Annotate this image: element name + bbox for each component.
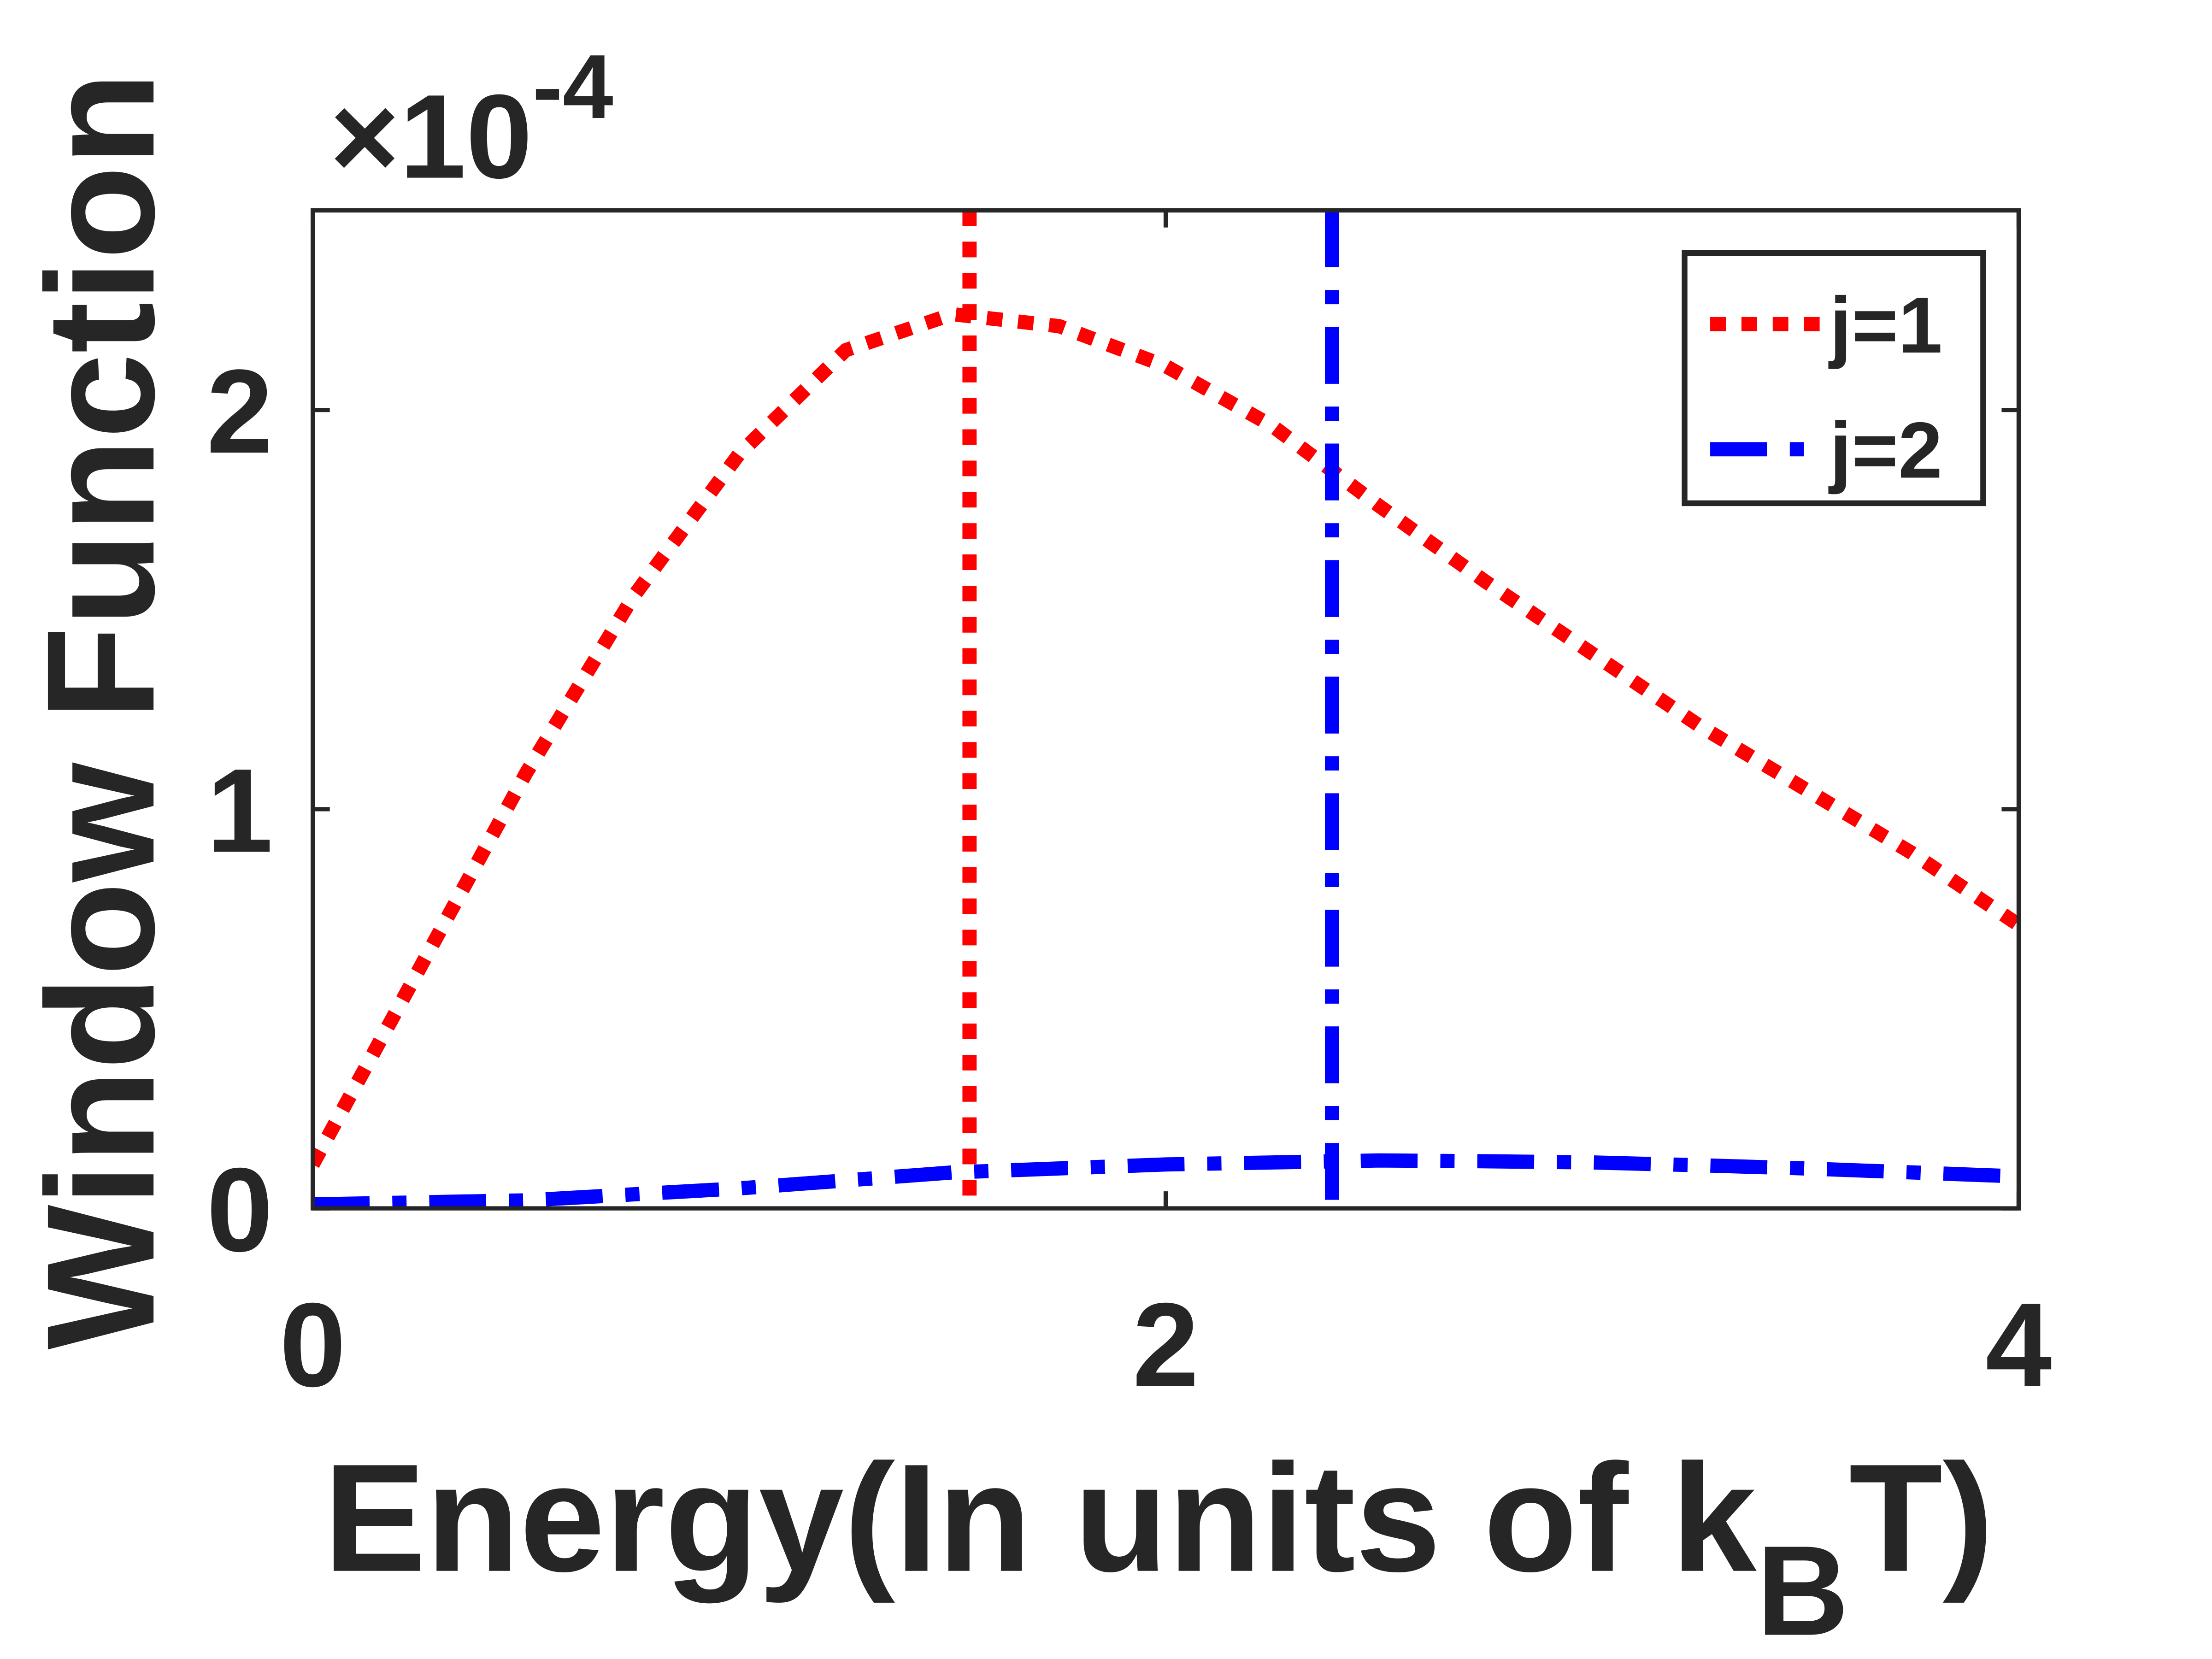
x-label-end: T) (1849, 1432, 1994, 1605)
legend-label: j=1 (1828, 281, 1942, 370)
x-tick-label: 2 (1133, 1278, 1199, 1412)
multiplier-exponent: -4 (532, 35, 613, 137)
y-tick-label: 2 (206, 344, 273, 478)
multiplier-base: ×10 (330, 70, 533, 203)
series-line (312, 1153, 2019, 1209)
y-tick-label: 0 (206, 1143, 273, 1277)
axes-box (311, 208, 2021, 1211)
x-label-main: Energy(In units of k (324, 1432, 1758, 1605)
legend-box (1682, 250, 1986, 506)
y-tick-label: 1 (206, 743, 273, 877)
y-axis-label: Window Function (14, 72, 186, 1350)
x-axis-label: Energy(In units of kBT) (324, 1432, 1994, 1659)
x-tick-label: 0 (280, 1278, 346, 1412)
x-label-subscript: B (1757, 1519, 1849, 1659)
legend-label: j=2 (1828, 406, 1942, 495)
x-tick-label: 4 (1985, 1278, 2053, 1412)
axis-multiplier: ×10-4 (330, 35, 613, 203)
